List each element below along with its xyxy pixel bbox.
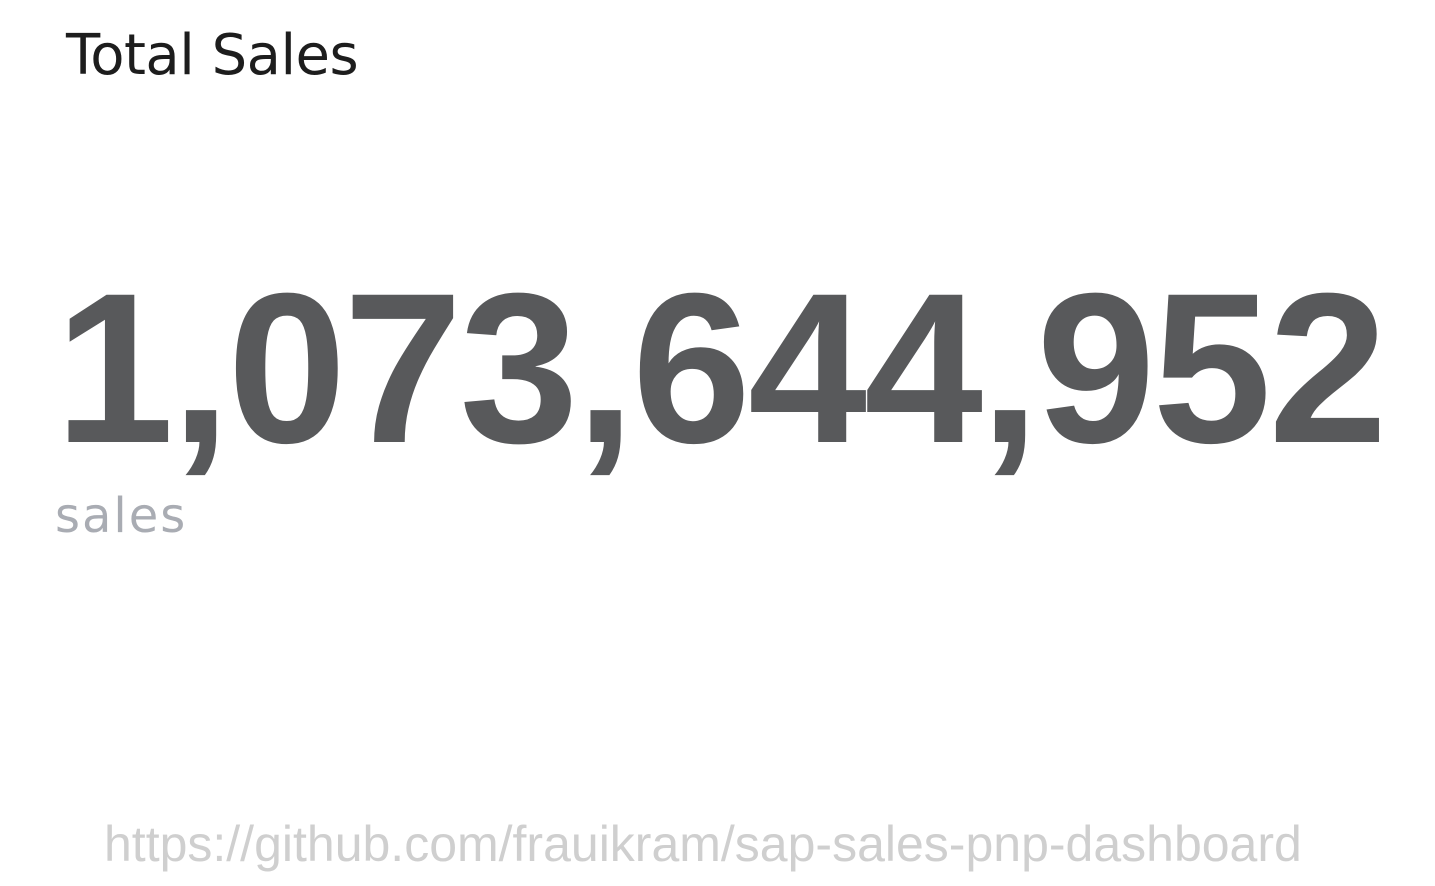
tile-title: Total Sales bbox=[66, 23, 359, 88]
kpi-unit: sales bbox=[55, 488, 188, 544]
watermark-url: https://github.com/frauikram/sap-sales-p… bbox=[104, 816, 1302, 872]
kpi-value: 1,073,644,952 bbox=[55, 249, 1388, 488]
